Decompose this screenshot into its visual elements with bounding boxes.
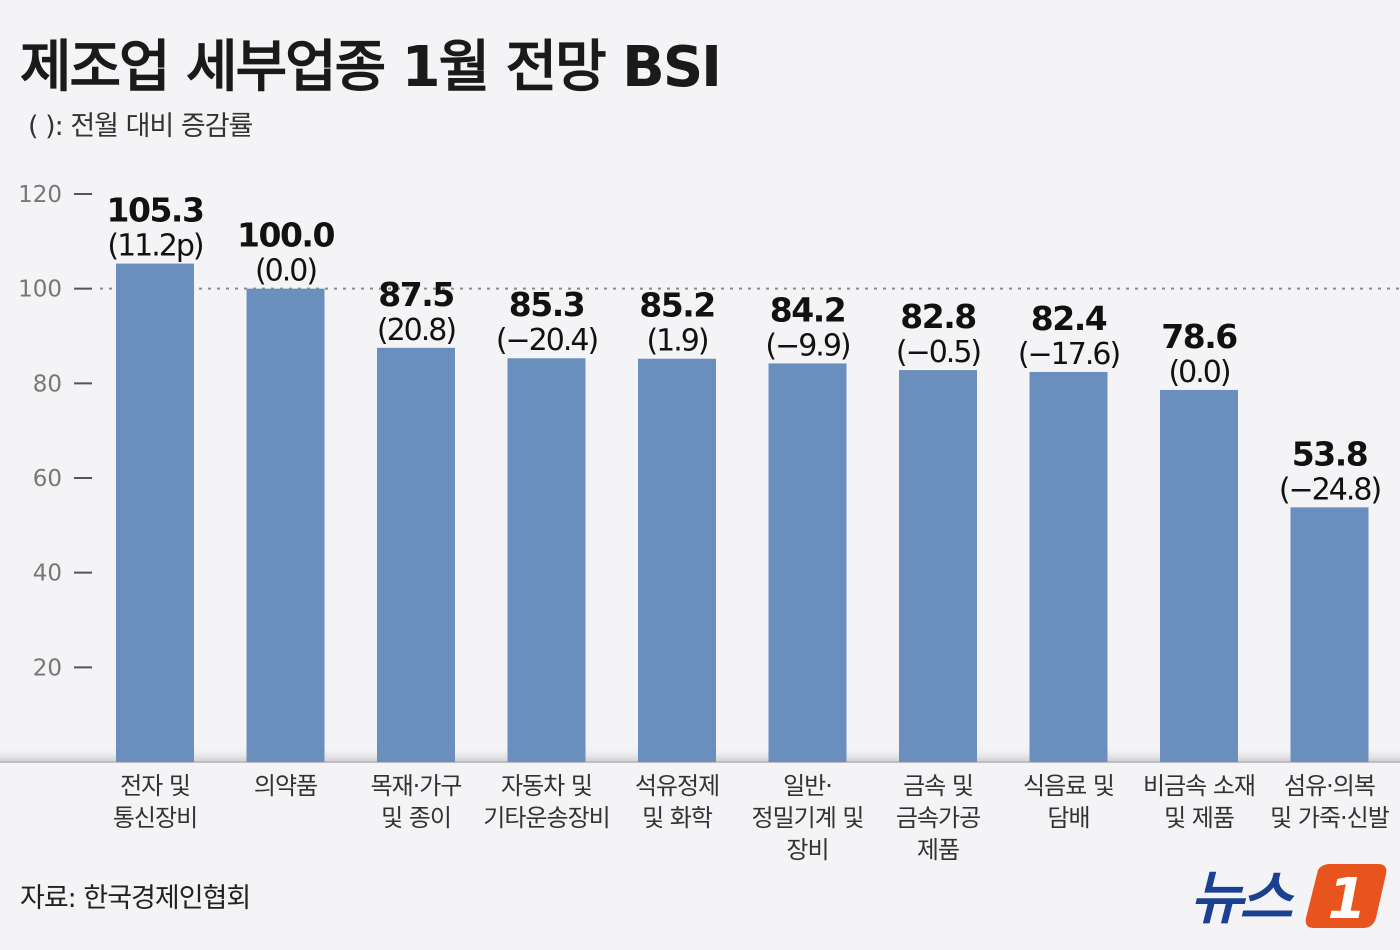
value-label: 53.8 <box>1292 434 1367 473</box>
category-label: 의약품 <box>254 772 317 800</box>
value-label: 105.3 <box>107 191 204 230</box>
category-label: 및 제품 <box>1164 804 1234 832</box>
change-label: (−0.5) <box>896 335 981 370</box>
bar <box>1029 371 1108 762</box>
bar <box>116 263 194 762</box>
change-label: (−9.9) <box>765 328 850 363</box>
category-label: 금속 및 <box>903 772 973 800</box>
change-label: (20.8) <box>377 313 456 348</box>
category-label: 비금속 소재 <box>1143 772 1255 800</box>
category-label: 정밀기계 및 <box>751 804 863 832</box>
change-label: (0.0) <box>1168 355 1229 390</box>
category-label: 통신장비 <box>113 804 197 832</box>
category-label: 제품 <box>917 836 959 864</box>
bar <box>377 347 455 762</box>
category-label: 및 종이 <box>381 804 451 832</box>
category-label: 식음료 및 <box>1023 772 1114 800</box>
category-label: 목재·가구 <box>371 772 462 800</box>
chart-subtitle: ( ): 전월 대비 증감률 <box>28 111 253 142</box>
y-tick-label: 100 <box>18 277 62 303</box>
category-label: 자동차 및 <box>501 772 592 800</box>
change-label: (−24.8) <box>1279 472 1381 507</box>
bar <box>507 358 586 762</box>
value-label: 82.4 <box>1031 299 1107 338</box>
category-label: 석유정제 <box>635 772 719 800</box>
bar <box>899 370 977 762</box>
value-label: 100.0 <box>237 216 334 255</box>
category-label: 및 화학 <box>642 804 713 832</box>
category-label: 장비 <box>786 836 828 864</box>
y-tick-label: 60 <box>33 466 62 492</box>
change-label: (−20.4) <box>496 323 598 358</box>
category-label: 일반· <box>783 772 832 800</box>
y-tick-label: 40 <box>33 561 62 587</box>
y-tick-label: 80 <box>33 371 62 397</box>
bar <box>768 363 847 762</box>
bar <box>1160 389 1238 762</box>
logo-mark-digit: 1 <box>1328 867 1367 930</box>
change-label: (−17.6) <box>1018 337 1120 372</box>
bar <box>1290 507 1369 762</box>
value-label: 85.2 <box>639 286 714 325</box>
bars <box>116 263 1369 762</box>
category-label: 섬유·의복 <box>1284 772 1375 800</box>
category-label: 및 가죽·신발 <box>1270 804 1390 832</box>
chart-title: 제조업 세부업종 1월 전망 BSI <box>20 35 722 100</box>
value-label: 82.8 <box>900 297 975 336</box>
news1-logo: 뉴스 1 <box>1190 864 1387 930</box>
logo-mark-shape <box>1305 864 1387 928</box>
category-label: 전자 및 <box>120 772 190 800</box>
change-label: (0.0) <box>255 254 316 289</box>
category-label: 금속가공 <box>896 804 980 832</box>
value-label: 87.5 <box>378 275 453 314</box>
bar <box>246 288 325 762</box>
y-tick-label: 120 <box>18 182 62 208</box>
change-label: (1.9) <box>646 324 707 359</box>
data-labels: 105.3(11.2p) 100.0(0.0)87.5(20.8)85.3(−20… <box>107 191 1383 508</box>
category-label: 기타운송장비 <box>483 804 609 832</box>
value-label: 84.2 <box>770 290 845 329</box>
bar <box>638 358 716 762</box>
value-label: 85.3 <box>509 285 584 324</box>
change-label: (11.2p) <box>107 229 203 264</box>
y-tick-label: 20 <box>33 655 62 681</box>
source-note: 자료: 한국경제인협회 <box>20 883 251 914</box>
logo-text: 뉴스 <box>1190 864 1295 930</box>
value-label: 78.6 <box>1161 317 1237 356</box>
category-label: 담배 <box>1047 804 1089 832</box>
